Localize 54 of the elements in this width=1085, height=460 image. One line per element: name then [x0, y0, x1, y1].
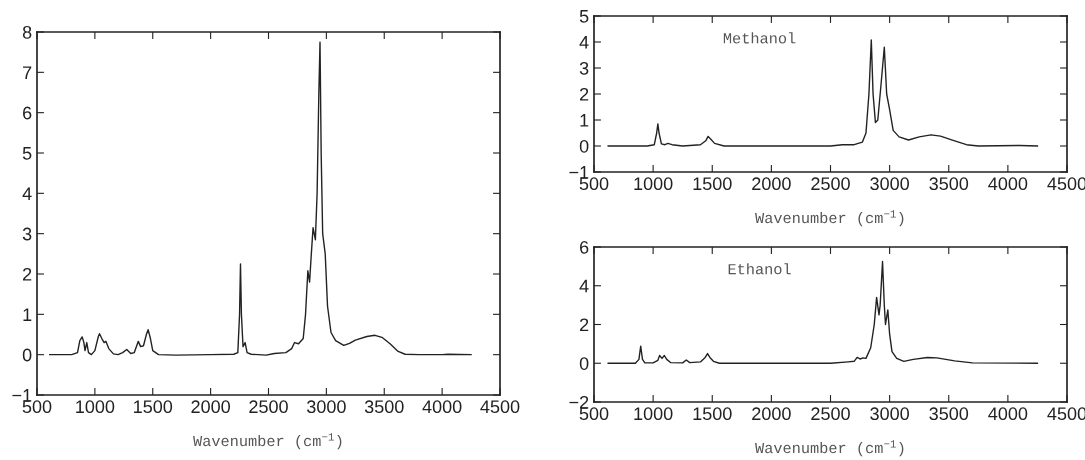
y-tick-label: 2	[580, 87, 589, 101]
x-tick-label: 3000	[870, 407, 909, 421]
y-tick-label: −2	[569, 395, 589, 409]
x-axis-title: Wavenumber (cm$^{−1}$)	[193, 433, 342, 450]
annotation: Methanol	[723, 32, 796, 44]
x-tick-label: 1000	[634, 407, 673, 421]
x-tick-label: 1500	[693, 177, 732, 191]
line-series	[607, 260, 1039, 364]
x-tick-label: 4000	[988, 177, 1028, 191]
x-tick-label: 1000	[634, 177, 673, 191]
x-tick-label: 2500	[811, 407, 850, 421]
y-tick-label: 0	[579, 357, 589, 370]
x-tick-label: 3000	[306, 400, 346, 414]
line-series	[49, 41, 472, 356]
x-tick-label: 3000	[870, 177, 909, 191]
x-tick-label: 2000	[752, 177, 791, 191]
x-tick-label: 500	[22, 400, 52, 414]
y-tick-label: 4	[22, 187, 32, 200]
y-tick-label: 2	[23, 267, 32, 281]
y-tick-label: 3	[579, 61, 589, 75]
x-tick-label: 3500	[929, 407, 969, 421]
x-tick-label: 3500	[929, 177, 969, 191]
x-tick-label: 2500	[249, 400, 288, 414]
x-tick-label: 2000	[191, 400, 230, 414]
annotation: Ethanol	[728, 263, 791, 275]
y-tick-label: 1	[23, 308, 32, 321]
x-tick-label: 3500	[364, 400, 404, 414]
y-tick-label: 1	[580, 114, 589, 127]
x-tick-label: 1500	[134, 400, 173, 414]
y-tick-label: 4	[579, 279, 589, 293]
x-tick-label: 4000	[988, 407, 1028, 421]
y-tick-label: 5	[22, 147, 32, 160]
x-tick-label: 500	[579, 177, 609, 191]
x-tick-label: 2000	[752, 407, 791, 421]
x-tick-label: 1000	[76, 400, 115, 414]
x-tick-label: 2500	[811, 177, 850, 191]
y-tick-label: 3	[22, 227, 32, 241]
y-tick-label: 6	[23, 106, 32, 120]
y-tick-label: 7	[23, 66, 32, 79]
y-tick-label: 6	[580, 240, 589, 254]
x-axis-title: Wavenumber (cm$^{−1}$)	[755, 210, 904, 227]
x-tick-label: 500	[579, 407, 609, 421]
y-tick-label: 4	[579, 36, 589, 49]
y-tick-label: −1	[569, 166, 589, 179]
y-tick-label: 2	[580, 318, 589, 332]
y-tick-label: 0	[22, 348, 32, 362]
y-tick-label: −1	[12, 389, 32, 402]
x-tick-label: 4500	[480, 400, 520, 414]
y-tick-label: 0	[579, 139, 589, 153]
x-axis-title: Wavenumber (cm$^{−1}$)	[755, 440, 904, 457]
x-tick-label: 4000	[422, 400, 462, 414]
y-tick-label: 8	[22, 25, 32, 39]
x-tick-label: 1500	[693, 407, 732, 421]
y-tick-label: 5	[579, 10, 589, 23]
